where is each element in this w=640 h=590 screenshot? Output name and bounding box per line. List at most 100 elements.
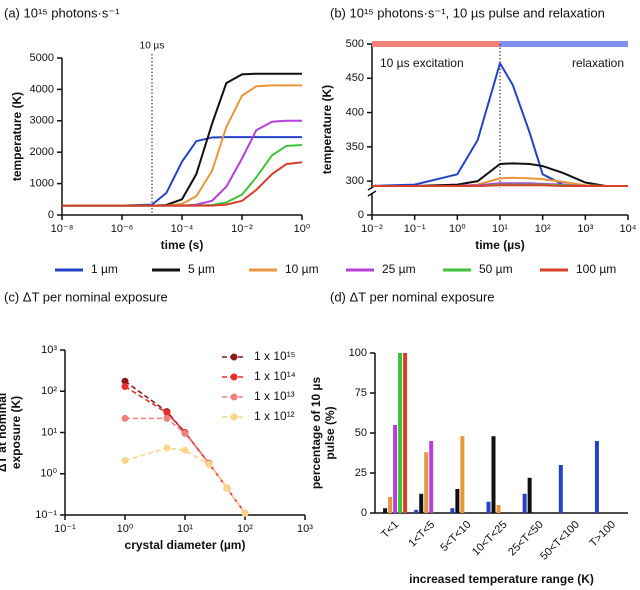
y-tick-label: 2000 — [30, 146, 54, 158]
bar — [393, 425, 398, 513]
y-tick-label: 10¹ — [41, 426, 57, 438]
bar — [414, 509, 419, 513]
bar — [460, 436, 465, 513]
series-line — [372, 184, 628, 187]
x-axis-label: crystal diameter (µm) — [125, 538, 246, 552]
marker — [121, 414, 129, 422]
legend-label: 5 µm — [188, 262, 215, 276]
marker — [163, 414, 171, 422]
bar — [558, 465, 563, 513]
y-tick-label: 3000 — [30, 115, 54, 127]
series-line — [62, 84, 302, 207]
legend-label: 25 µm — [382, 262, 416, 276]
x-tick-label: T<1 — [379, 519, 401, 541]
y-tick-label: 10³ — [41, 344, 57, 356]
x-tick-label: 10³ — [577, 223, 593, 235]
x-tick-label: 10⁻⁸ — [51, 223, 74, 235]
x-tick-label: 10² — [237, 523, 253, 535]
y-tick-label: 1000 — [30, 178, 54, 190]
marker — [121, 456, 129, 464]
panel-title: (c) ΔT per nominal exposure — [4, 289, 168, 304]
bar — [491, 436, 496, 513]
phase-bar — [500, 41, 628, 47]
series-line — [62, 161, 303, 207]
y-tick-label: 350 — [346, 141, 364, 153]
legend-label: 1 x 10¹³ — [254, 389, 295, 403]
legend-label: 10 µm — [285, 262, 319, 276]
y-axis-label: pulse (%) — [323, 406, 337, 459]
x-tick-label: 10² — [535, 223, 551, 235]
annotation: relaxation — [572, 56, 624, 70]
y-tick-label: 0 — [48, 209, 54, 221]
y-tick-label: 25 — [355, 467, 367, 479]
bar — [496, 505, 501, 513]
y-tick-label: 10⁰ — [40, 468, 57, 480]
x-tick-label: 10⁰ — [449, 223, 466, 235]
x-tick-label: 10³ — [297, 523, 313, 535]
y-tick-label: 4000 — [30, 83, 54, 95]
panel-title: (a) 10¹⁵ photons·s⁻¹ — [4, 5, 120, 20]
x-tick-label: 1<T<5 — [406, 519, 437, 550]
marker — [163, 409, 171, 417]
bar — [450, 508, 455, 513]
series-line — [62, 72, 302, 207]
axis-break — [367, 190, 377, 197]
x-tick-label: 10⁻² — [361, 223, 383, 235]
bar — [424, 452, 429, 513]
series-line — [62, 143, 303, 207]
phase-bar — [372, 41, 500, 47]
marker — [241, 509, 249, 517]
x-tick-label: 10¹ — [177, 523, 193, 535]
legend-label: 1 x 10¹⁵ — [254, 349, 296, 363]
y-tick-label: 0 — [358, 209, 364, 221]
x-tick-label: 10⁻¹ — [404, 223, 426, 235]
y-tick-label: 500 — [346, 38, 364, 50]
x-tick-label: 10<T<25 — [470, 519, 510, 559]
y-tick-label: 400 — [346, 106, 364, 118]
x-axis-label: increased temperature range (K) — [409, 572, 594, 586]
y-tick-label: 0 — [361, 507, 367, 519]
y-tick-label: 100 — [349, 347, 367, 359]
marker — [223, 484, 231, 492]
annotation: 10 µs excitation — [380, 56, 464, 70]
y-tick-label: 10⁻¹ — [35, 509, 57, 521]
bar — [429, 441, 434, 513]
legend-swatch — [230, 353, 238, 361]
panel-title: (d) ΔT per nominal exposure — [330, 289, 495, 304]
marker — [121, 383, 129, 391]
y-axis-label: temperature (K) — [10, 92, 24, 181]
y-tick-label: 300 — [346, 175, 364, 187]
bar — [486, 501, 491, 513]
series-line — [372, 162, 628, 187]
legend-label: 1 x 10¹⁴ — [254, 369, 296, 383]
x-tick-label: 10⁻² — [231, 223, 253, 235]
x-tick-label: T>100 — [587, 519, 618, 550]
annotation: 10 µs — [140, 41, 165, 52]
y-axis-label: temperature (K) — [320, 85, 334, 174]
x-tick-label: 5<T<10 — [438, 519, 473, 554]
y-tick-label: 5000 — [30, 52, 54, 64]
bar — [455, 489, 460, 513]
x-axis-label: time (µs) — [475, 238, 525, 252]
legend-label: 1 µm — [91, 262, 118, 276]
legend-swatch — [230, 413, 238, 421]
bar — [527, 477, 532, 513]
x-tick-label: 10¹ — [492, 223, 508, 235]
bar — [388, 497, 393, 513]
x-tick-label: 10⁴ — [620, 223, 637, 235]
series-line — [124, 447, 246, 514]
y-axis-label: exposure (K) — [9, 396, 23, 469]
y-axis-label: ΔT at nominal — [0, 393, 9, 472]
x-tick-label: 10⁰ — [117, 523, 134, 535]
bar — [594, 441, 599, 513]
y-tick-label: 50 — [355, 427, 367, 439]
marker — [163, 444, 171, 452]
x-tick-label: 10⁰ — [294, 223, 311, 235]
marker — [205, 460, 213, 468]
x-tick-label: 10⁻⁶ — [111, 223, 134, 235]
legend-swatch — [230, 393, 238, 401]
y-tick-label: 10² — [41, 385, 57, 397]
series-line — [124, 385, 246, 514]
series-line — [62, 136, 302, 207]
